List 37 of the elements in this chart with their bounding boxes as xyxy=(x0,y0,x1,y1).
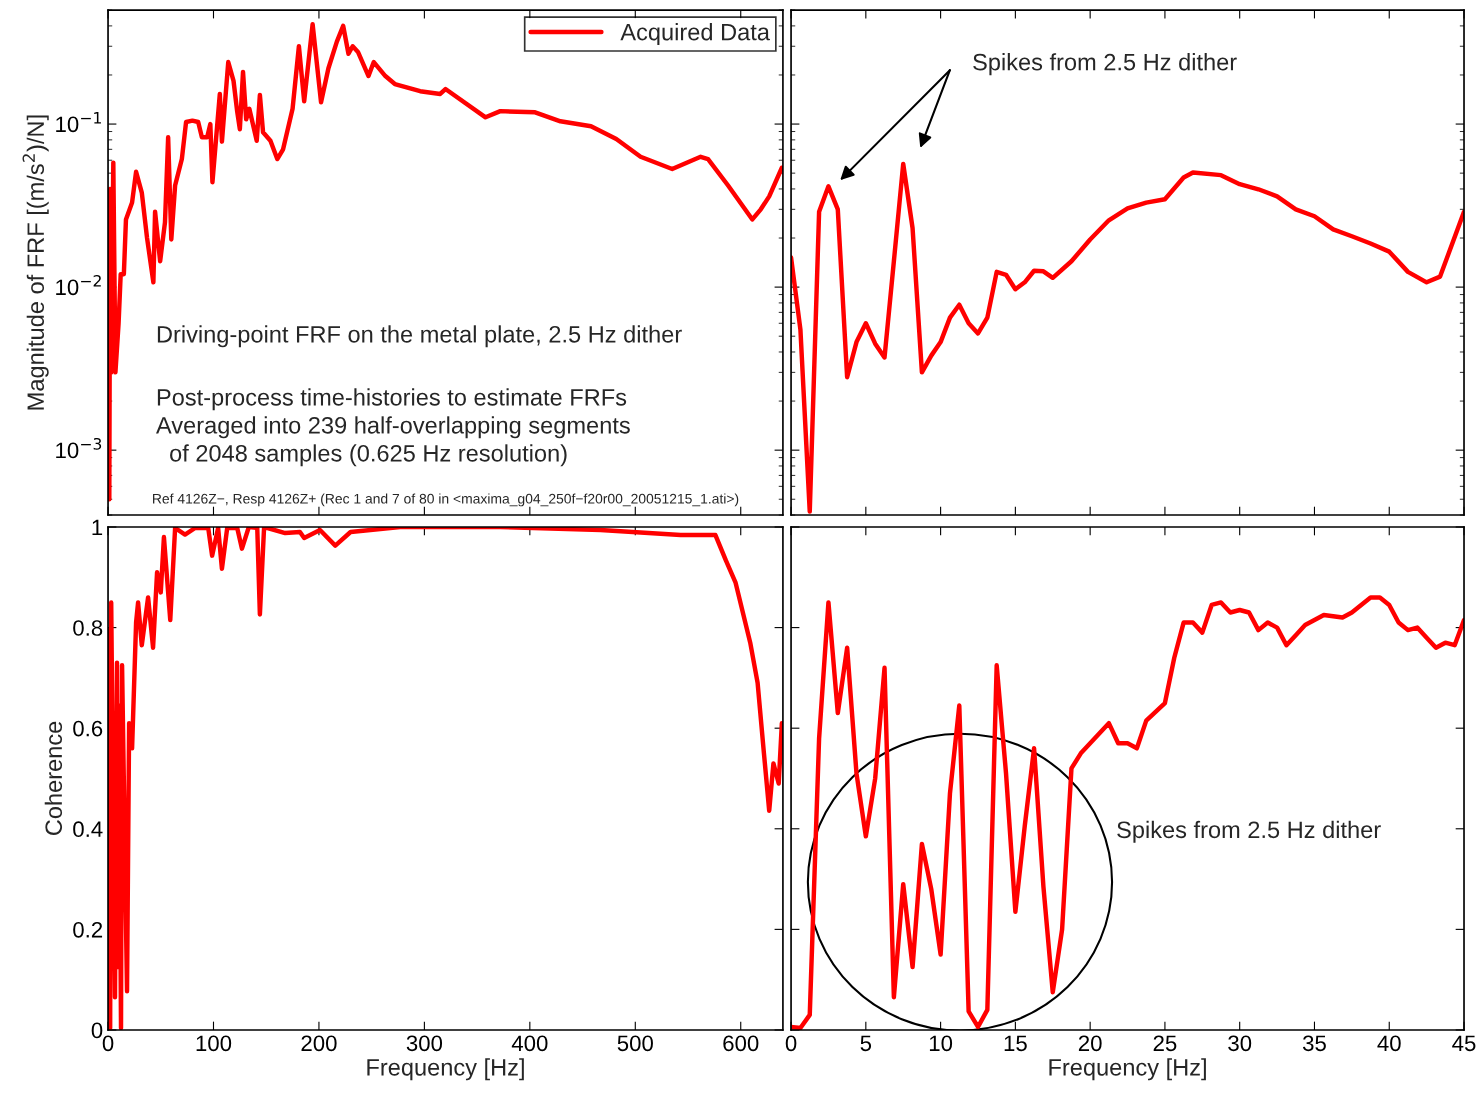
y-tick-label: 0.8 xyxy=(73,620,103,636)
y-tick-label: 10$^{−1}$ xyxy=(56,112,101,133)
x-tick-label: 25 xyxy=(1153,1035,1177,1052)
x-axis-title: Frequency [Hz] xyxy=(1049,1058,1206,1081)
y-tick-label: 10$^{−2}$ xyxy=(56,274,101,296)
y-tick-label: 0.2 xyxy=(73,921,103,938)
line-series xyxy=(108,527,783,1030)
x-tick-label: 35 xyxy=(1302,1035,1326,1052)
y-tick-label: 0.4 xyxy=(73,821,103,838)
y-axis-title: Coherence xyxy=(44,721,63,836)
x-tick-label: 15 xyxy=(1004,1035,1027,1052)
y-tick-label: 0 xyxy=(91,1022,103,1039)
x-axis-title: Frequency [Hz] xyxy=(367,1058,524,1081)
x-tick-label: 20 xyxy=(1078,1035,1102,1052)
annotation: Spikes from 2.5 Hz dither xyxy=(1117,820,1381,843)
x-tick-label: 0 xyxy=(102,1035,114,1052)
x-tick-label: 500 xyxy=(617,1035,653,1052)
x-tick-label: 40 xyxy=(1377,1035,1401,1052)
x-tick-label: 100 xyxy=(196,1035,232,1052)
x-tick-label: 10 xyxy=(929,1035,953,1052)
annotation: Driving-point FRF on the metal plate, 2.5 Hz dither xyxy=(157,325,682,348)
annotation: Post-process time-histories to estimate FRFs Averaged into 239 half-overlapping segments of 2048 samples (0.625 Hz resolution) xyxy=(156,388,630,467)
y-tick-label: 0.6 xyxy=(73,720,103,737)
y-tick-label: 10$^{−3}$ xyxy=(56,437,102,459)
legend-label: Acquired Data xyxy=(620,23,770,46)
x-tick-label: 30 xyxy=(1228,1035,1252,1052)
x-tick-label: 200 xyxy=(301,1035,337,1052)
x-tick-label: 0 xyxy=(785,1035,797,1052)
y-tick-label: 1 xyxy=(92,519,103,536)
x-tick-label: 5 xyxy=(860,1035,872,1052)
x-tick-label: 600 xyxy=(723,1035,759,1052)
x-tick-label: 400 xyxy=(511,1035,548,1052)
x-tick-label: 45 xyxy=(1452,1035,1476,1052)
annotation: Spikes from 2.5 Hz dither xyxy=(973,53,1237,76)
x-tick-label: 300 xyxy=(406,1035,443,1052)
annotation: Ref 4126Z−, Resp 4126Z+ (Rec 1 and 7 of 80 in <maxima_g04_250f−f20r00_20051215_1.ati>) xyxy=(153,493,739,507)
y-axis-title: Magnitude of FRF [(m/s$^{2}$)/N] xyxy=(22,115,49,410)
